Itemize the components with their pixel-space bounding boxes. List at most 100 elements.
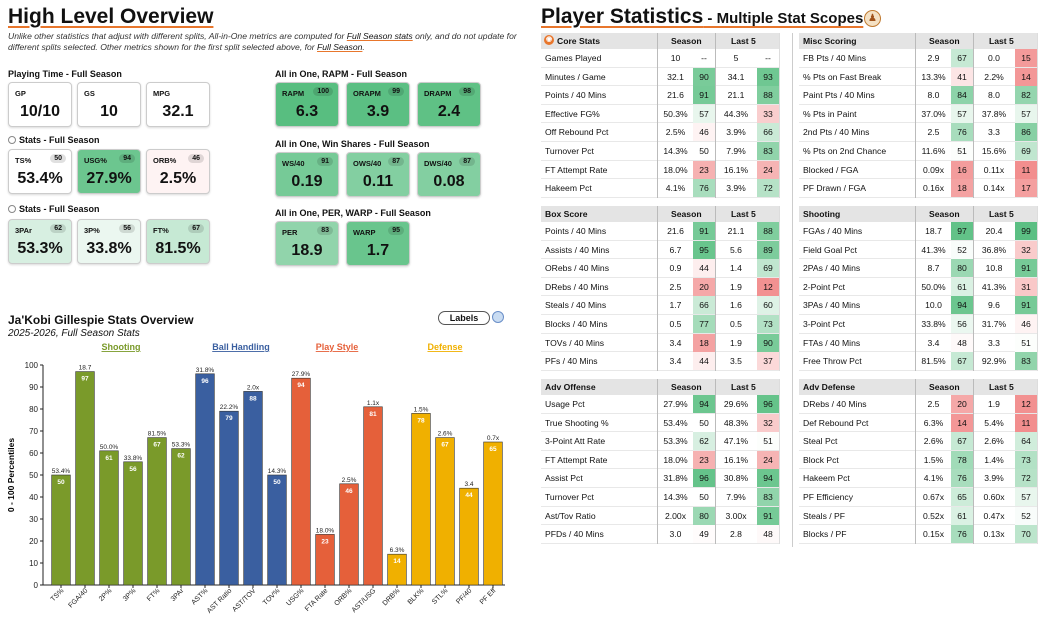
- card-value: 6.3: [295, 103, 319, 120]
- season-percentile: 20: [951, 395, 973, 413]
- bar-pf-eff[interactable]: [483, 441, 503, 586]
- bar-orb-[interactable]: [339, 483, 359, 586]
- x-tick-label: TS%: [50, 587, 66, 603]
- season-percentile: 90: [693, 67, 715, 86]
- x-tick-label: FGA/40: [67, 587, 89, 609]
- table-title: Box Score: [545, 209, 588, 219]
- season-percentile: 76: [693, 179, 715, 198]
- season-value: 14.3%: [663, 492, 688, 502]
- season-percentile: 46: [693, 123, 715, 142]
- x-tick-label: USG%: [285, 587, 305, 607]
- card-value: 10: [100, 103, 118, 120]
- overview-note: Unlike other statistics that adjust with…: [8, 31, 533, 52]
- last5-value: 1.4: [730, 263, 742, 274]
- bar-ts-[interactable]: [51, 474, 71, 586]
- bar-usg-[interactable]: [291, 377, 311, 586]
- last5-percentile: 11: [1015, 413, 1037, 432]
- last5-percentile: 82: [1015, 86, 1037, 105]
- season-value: 11.6%: [921, 146, 946, 156]
- table-misc-scoring: Misc Scoring Season Last 5 FB Pts / 40 Mins…: [799, 33, 1038, 198]
- season-percentile: 18: [951, 179, 973, 198]
- x-tick-label: FT%: [146, 587, 161, 602]
- card-rank-badge: 56: [119, 224, 135, 233]
- table-header: Misc Scoring Season Last 5: [799, 33, 1037, 49]
- card-value: 32.1: [162, 103, 194, 120]
- stat-name: Points / 40 Mins: [545, 226, 607, 236]
- season-percentile: 51: [951, 142, 973, 160]
- last5-percentile: 51: [757, 432, 779, 451]
- season-percentile: --: [693, 49, 715, 67]
- bar-percentile-label: 67: [441, 442, 449, 449]
- stats2-radio[interactable]: [8, 205, 16, 213]
- bar-3p-[interactable]: [123, 461, 143, 586]
- season-value: 4.1%: [665, 183, 686, 194]
- table-title: Shooting: [803, 209, 841, 219]
- table-row: 3-Point Att Rate 53.3% 62 47.1% 51: [541, 432, 779, 451]
- season-value: 13.3%: [921, 71, 946, 82]
- last5-value: 20.4: [985, 226, 1003, 236]
- season-value: 2.5: [927, 127, 940, 138]
- player-icon[interactable]: ♟: [864, 10, 881, 27]
- table-row: 3PAs / 40 Mins 10.0 94 9.6 91: [799, 296, 1037, 315]
- stat-name: FGAs / 40 Mins: [803, 226, 863, 236]
- stats1-card-ts-: TS% 50 53.4%: [8, 149, 72, 194]
- table-header: Box Score Season Last 5: [541, 206, 779, 222]
- last5-value: 0.0: [988, 53, 1000, 63]
- stat-name: FT Attempt Rate: [545, 164, 608, 175]
- table-row: FB Pts / 40 Mins 2.9 67 0.0 15: [799, 49, 1037, 68]
- season-percentile: 67: [951, 49, 973, 67]
- season-value: 31.8%: [663, 473, 688, 484]
- divider: [657, 33, 658, 198]
- last5-value: 31.7%: [981, 319, 1007, 329]
- x-tick-label: STL%: [431, 587, 449, 605]
- per-card-per: PER 83 18.9: [275, 221, 339, 266]
- last5-value: 0.5: [730, 319, 742, 329]
- card-label: RAPM: [282, 89, 305, 98]
- stat-name: FTAs / 40 Mins: [803, 337, 861, 348]
- bar-ast-usg[interactable]: [363, 406, 383, 586]
- season-percentile: 77: [693, 315, 715, 333]
- bar-3par[interactable]: [171, 448, 191, 586]
- divider: [779, 379, 780, 544]
- bar-pf-40[interactable]: [459, 487, 479, 586]
- season-percentile: 48: [951, 333, 973, 352]
- bar-ast-[interactable]: [195, 373, 215, 586]
- labels-toggle-switch[interactable]: [492, 311, 504, 323]
- bar-raw-label: 1.1x: [367, 400, 380, 407]
- last5-value: 3.3: [988, 127, 1000, 138]
- stat-name: Block Pct: [803, 454, 839, 465]
- bar-ast-tov[interactable]: [243, 391, 263, 586]
- core-stats-icon[interactable]: ◉: [544, 35, 554, 45]
- bar-ft-[interactable]: [147, 437, 167, 586]
- stats1-radio[interactable]: [8, 136, 16, 144]
- table-row: % Pts on 2nd Chance 11.6% 51 15.6% 69: [799, 142, 1037, 161]
- y-tick-label: 10: [29, 559, 38, 568]
- bar-fga-40[interactable]: [75, 371, 95, 586]
- season-value: 21.6: [667, 226, 684, 236]
- card-label: ORB%: [153, 156, 177, 165]
- season-value: 32.1: [667, 71, 684, 82]
- season-percentile: 95: [693, 240, 715, 259]
- x-tick-label: AST%: [190, 587, 209, 606]
- bar-ast-ratio[interactable]: [219, 410, 239, 586]
- playing_time-card-gp: GP 10/10: [8, 82, 72, 127]
- bar-blk-[interactable]: [411, 413, 431, 586]
- last5-value: 21.1: [727, 226, 745, 236]
- stat-name: Steals / 40 Mins: [545, 300, 607, 311]
- last5-percentile: 24: [757, 160, 779, 179]
- bar-percentile-label: 67: [153, 442, 161, 449]
- last5-percentile: 64: [1015, 432, 1037, 451]
- labels-toggle-button[interactable]: Labels: [438, 311, 490, 325]
- last5-percentile: 88: [757, 222, 779, 240]
- table-row: Turnover Pct 14.3% 50 7.9% 83: [541, 488, 779, 507]
- bar-2p-[interactable]: [99, 450, 119, 586]
- card-label: PER: [282, 228, 298, 237]
- bar-tov-[interactable]: [267, 474, 287, 586]
- bar-percentile-label: 44: [465, 492, 473, 499]
- bar-stl-[interactable]: [435, 437, 455, 586]
- last5-percentile: 70: [1015, 525, 1037, 544]
- per-card-warp: WARP 95 1.7: [346, 221, 410, 266]
- table-header: Adv Defense Season Last 5: [799, 379, 1037, 395]
- last5-value: 5.4%: [984, 417, 1004, 428]
- last5-percentile: 57: [1015, 488, 1037, 506]
